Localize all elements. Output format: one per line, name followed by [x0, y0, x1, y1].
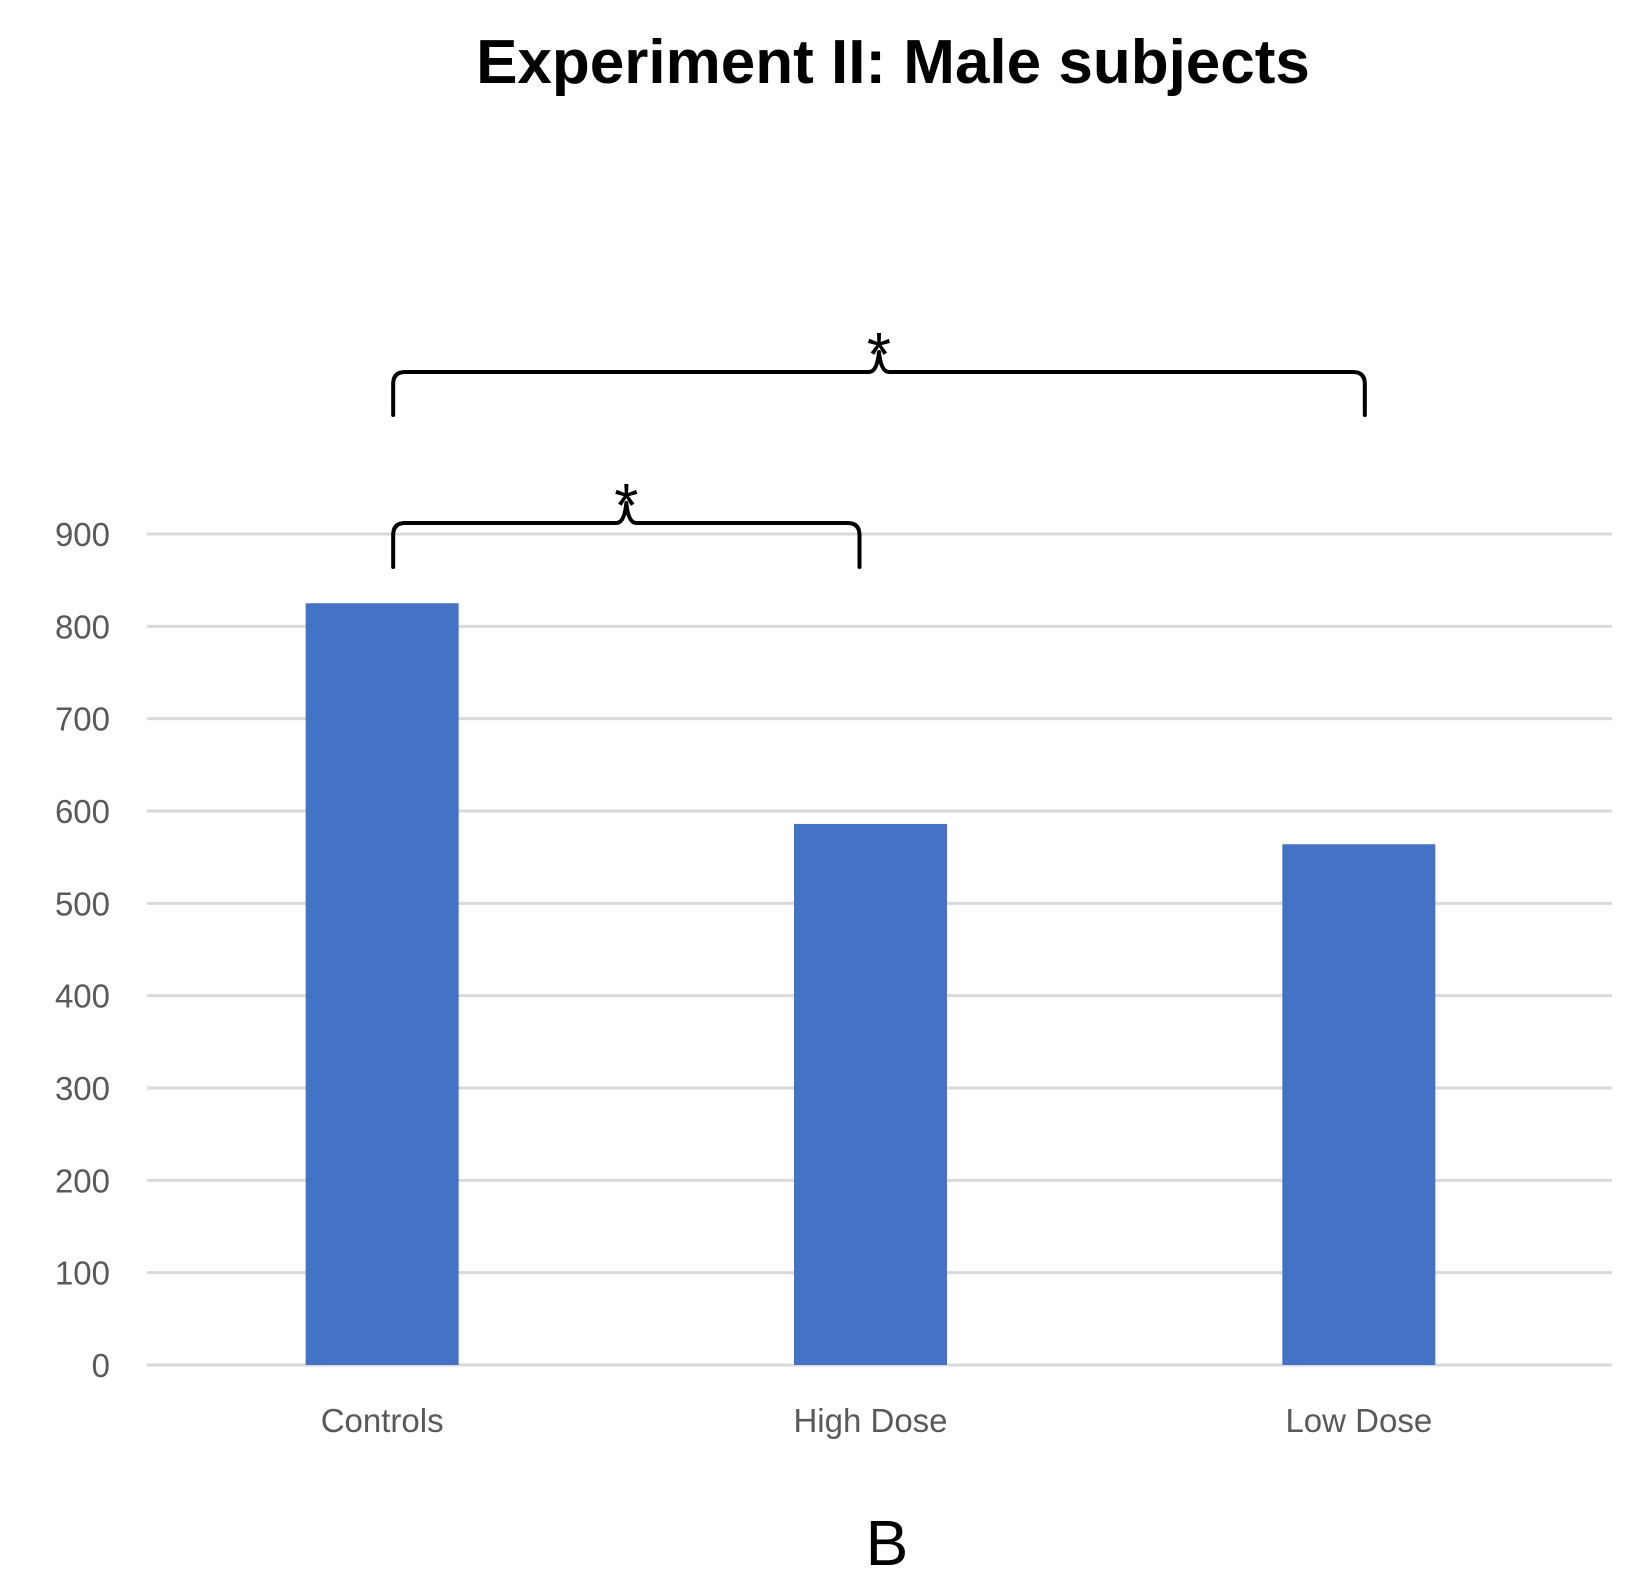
x-axis-categories: Controls High Dose Low Dose — [321, 1402, 1432, 1439]
x-category-label: High Dose — [793, 1402, 947, 1439]
bar — [794, 823, 947, 1365]
y-axis-ticks: 0 100 200 300 400 500 600 700 800 900 — [55, 516, 110, 1384]
panel-label: B — [866, 1507, 909, 1579]
bar — [1282, 844, 1436, 1365]
y-tick-label: 300 — [55, 1070, 110, 1107]
significance-bracket — [391, 350, 1367, 417]
bar — [305, 603, 459, 1365]
y-tick-label: 600 — [55, 793, 110, 830]
y-tick-label: 700 — [55, 701, 110, 738]
bars — [305, 603, 1436, 1365]
y-tick-label: 400 — [55, 978, 110, 1015]
y-tick-label: 0 — [92, 1347, 110, 1384]
y-tick-label: 900 — [55, 516, 110, 553]
significance-asterisk: * — [867, 321, 891, 390]
y-tick-label: 200 — [55, 1162, 110, 1199]
x-category-label: Low Dose — [1285, 1402, 1432, 1439]
significance-brackets: ** — [391, 321, 1367, 569]
significance-asterisk: * — [614, 472, 638, 541]
x-category-label: Controls — [321, 1402, 444, 1439]
y-tick-label: 500 — [55, 885, 110, 922]
chart-title: Experiment II: Male subjects — [476, 28, 1310, 97]
significance-bracket — [391, 501, 862, 569]
y-tick-label: 800 — [55, 608, 110, 645]
y-tick-label: 100 — [55, 1255, 110, 1292]
